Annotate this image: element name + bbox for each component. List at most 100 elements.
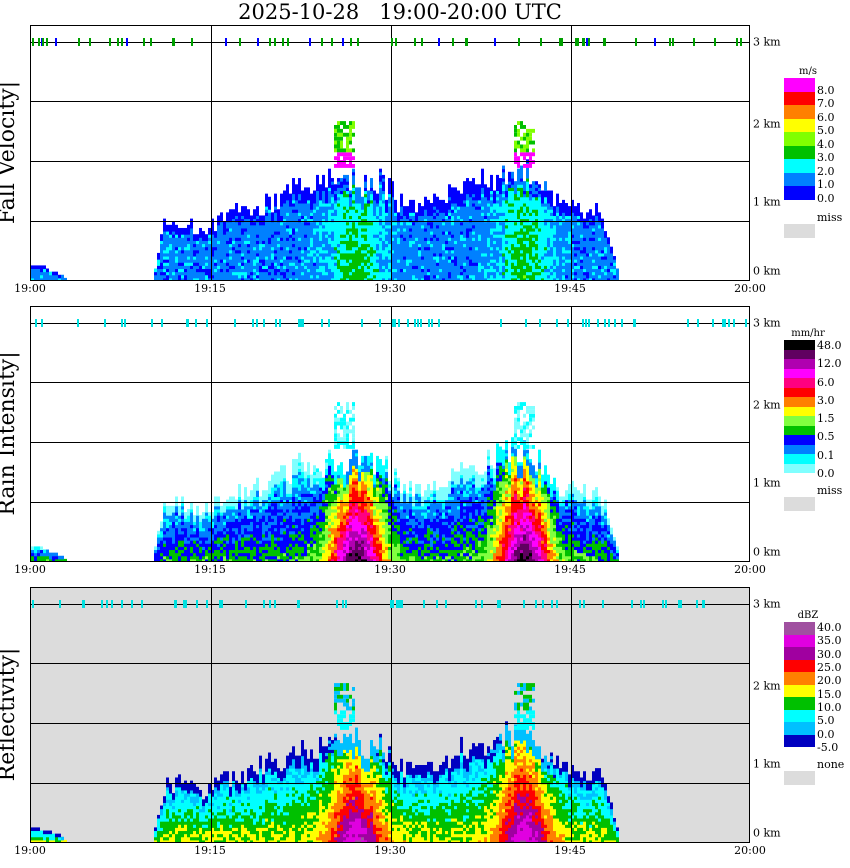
echo-cell	[214, 240, 217, 245]
echo-cell	[490, 265, 493, 270]
echo-cell	[250, 221, 253, 226]
echo-cell	[529, 231, 532, 235]
echo-cell	[286, 265, 289, 270]
colorbar-label: 4.0	[817, 137, 835, 151]
echo-cell	[439, 209, 442, 213]
echo-cell	[232, 549, 235, 554]
echo-cell	[205, 277, 208, 280]
echo-cell	[322, 174, 325, 179]
echo-cell	[310, 249, 313, 254]
echo-cell	[397, 259, 400, 263]
echo-cell	[475, 212, 478, 216]
echo-cell	[484, 227, 487, 232]
echo-cell	[556, 206, 559, 210]
echo-cell	[196, 508, 199, 513]
echo-cell	[175, 246, 178, 251]
aloft-echo-cell	[337, 164, 340, 168]
echo-cell	[163, 227, 166, 232]
echo-cell	[481, 274, 484, 279]
echo-cell	[310, 246, 313, 251]
echo-cell	[457, 262, 460, 266]
echo-cell	[592, 277, 595, 280]
echo-cell	[502, 237, 505, 241]
echo-cell	[526, 190, 529, 195]
echo-cell	[487, 187, 490, 192]
echo-cell	[457, 240, 460, 245]
echo-cell	[496, 249, 499, 254]
echo-cell	[301, 265, 304, 270]
echo-cell	[304, 243, 307, 248]
echo-cell	[529, 243, 532, 248]
aloft-echo-cell	[352, 164, 355, 168]
echo-cell	[208, 259, 211, 263]
echo-cell	[190, 234, 193, 238]
echo-cell	[406, 234, 409, 238]
echo-cell	[265, 231, 268, 235]
echo-cell	[196, 256, 199, 260]
echo-cell	[490, 259, 493, 263]
echo-cell	[430, 237, 433, 241]
echo-cell	[418, 271, 421, 276]
echo-cell	[403, 234, 406, 238]
echo-cell	[472, 274, 475, 279]
echo-cell	[223, 508, 226, 513]
aloft-echo-cell	[334, 156, 337, 161]
echo-cell	[436, 256, 439, 260]
echo-cell	[562, 212, 565, 216]
echo-cell	[232, 227, 235, 232]
echo-cell	[481, 209, 484, 213]
echo-cell	[250, 274, 253, 279]
echo-cell	[307, 265, 310, 270]
echo-cell	[505, 209, 508, 213]
echo-cell	[205, 552, 208, 557]
echo-cell	[40, 265, 43, 270]
echo-cell	[544, 240, 547, 245]
echo-cell	[229, 537, 232, 541]
echo-cell	[598, 277, 601, 280]
echo-cell	[184, 537, 187, 541]
echo-cell	[529, 274, 532, 279]
echo-cell	[217, 252, 220, 257]
echo-cell	[583, 262, 586, 266]
echo-cell	[277, 259, 280, 263]
echo-cell	[517, 181, 520, 185]
echo-cell	[289, 209, 292, 213]
echo-cell	[388, 221, 391, 226]
echo-cell	[286, 246, 289, 251]
echo-cell	[397, 268, 400, 273]
echo-cell	[496, 215, 499, 220]
echo-cell	[34, 549, 37, 554]
echo-cell	[475, 252, 478, 257]
echo-cell	[61, 274, 64, 279]
echo-cell	[196, 246, 199, 251]
aloft-echo-cell	[529, 164, 532, 168]
echo-cell	[331, 234, 334, 238]
echo-cell	[175, 543, 178, 547]
echo-cell	[217, 505, 220, 510]
echo-cell	[274, 203, 277, 207]
echo-cell	[316, 240, 319, 245]
echo-cell	[367, 249, 370, 254]
echo-cell	[235, 215, 238, 220]
echo-cell	[274, 231, 277, 235]
echo-cell	[229, 259, 232, 263]
echo-cell	[289, 277, 292, 280]
echo-cell	[574, 234, 577, 238]
echo-cell	[199, 277, 202, 280]
echo-cell	[529, 268, 532, 273]
echo-cell	[379, 227, 382, 232]
echo-cell	[280, 203, 283, 207]
echo-cell	[217, 552, 220, 557]
echo-cell	[283, 256, 286, 260]
echo-cell	[481, 268, 484, 273]
echo-cell	[319, 234, 322, 238]
echo-cell	[340, 234, 343, 238]
echo-cell	[205, 558, 208, 561]
echo-cell	[469, 246, 472, 251]
echo-cell	[286, 203, 289, 207]
echo-cell	[277, 256, 280, 260]
echo-cell	[523, 252, 526, 257]
echo-cell	[181, 508, 184, 513]
colorbar-swatch	[784, 118, 815, 132]
echo-cell	[298, 256, 301, 260]
